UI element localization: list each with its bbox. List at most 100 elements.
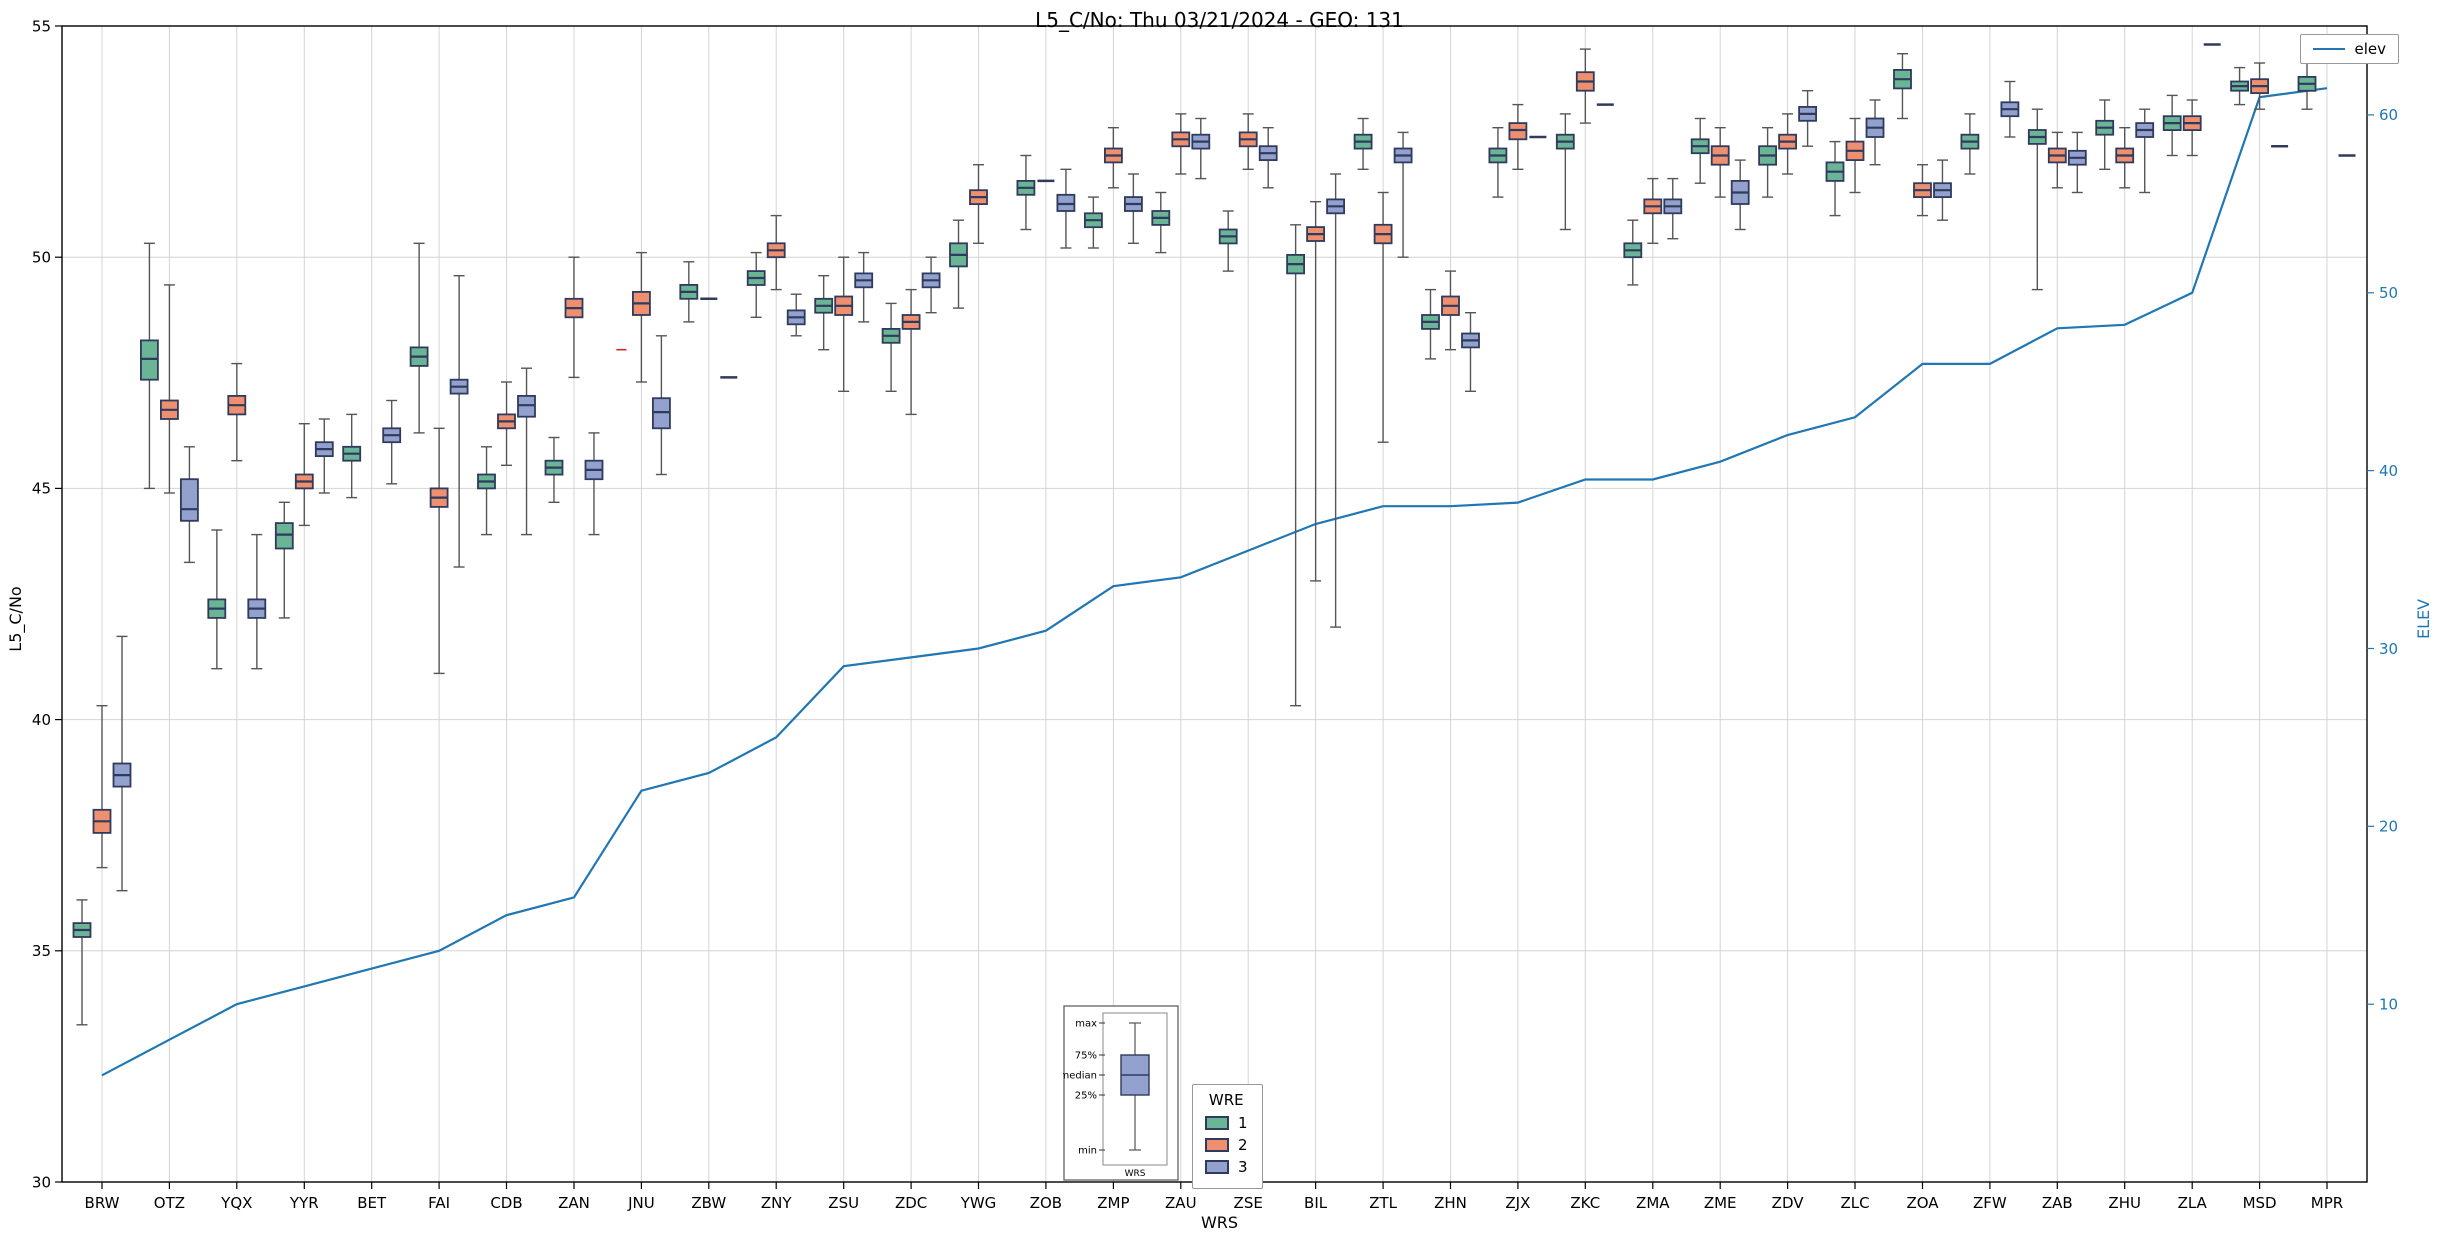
chart-title: L5_C/No: Thu 03/21/2024 - GEO: 131 (1035, 8, 1404, 32)
wre-legend: WRE 1 2 3 (1192, 1084, 1263, 1189)
inset-label-25pct: 25% (1075, 1091, 1097, 1102)
x-tick-label: ZHN (1434, 1194, 1467, 1212)
wre-legend-entry: 2 (1205, 1136, 1248, 1154)
boxplot-FAI-wre1 (409, 242, 429, 434)
boxplot-YYR-wre2 (294, 423, 314, 527)
elev-line-icon (2313, 48, 2346, 50)
boxplot-CDB-wre2 (497, 381, 516, 466)
x-tick-label: BRW (85, 1194, 120, 1212)
wre-legend-entry: 1 (1205, 1114, 1248, 1132)
x-tick-label: ZMP (1097, 1194, 1129, 1212)
x-tick-label: ZSE (1234, 1194, 1263, 1212)
wre-legend-entries: 1 2 3 (1205, 1114, 1248, 1176)
wre-legend-title: WRE (1208, 1091, 1244, 1109)
boxplot-ZSU-wre1 (814, 275, 834, 351)
inset-label-75pct: 75% (1075, 1051, 1097, 1062)
boxplot-FAI-wre2 (429, 427, 449, 675)
x-tick-label: ZME (1704, 1194, 1737, 1212)
boxplot-ZAB-wre1 (2027, 108, 2047, 291)
boxplot-ZHU-wre1 (2095, 99, 2115, 171)
x-tick-label: ZFW (1973, 1194, 2007, 1212)
y-tick-label-left: 55 (32, 17, 51, 35)
boxplot-ZSE-wre2 (1238, 113, 1258, 171)
boxplot-ZME-wre3 (1730, 159, 1750, 231)
x-tick-label: ZDV (1772, 1194, 1805, 1212)
y-tick-label-left: 40 (32, 711, 51, 729)
inset-axes (1102, 1012, 1168, 1166)
boxplot-ZOA-wre2 (1913, 163, 1932, 217)
boxplot-ZKC-wre1 (1555, 113, 1575, 231)
boxplot-ZAB-wre2 (2047, 131, 2067, 189)
boxplot-ZJX-wre2 (1508, 103, 1528, 171)
boxplot-BET-wre1 (342, 413, 362, 499)
wre-entry-label: 2 (1238, 1136, 1248, 1154)
boxplot-ZOB-wre1 (1016, 154, 1036, 231)
boxplot-ZDV-wre2 (1778, 113, 1797, 175)
boxplot-ZTL-wre2 (1373, 191, 1393, 443)
y-tick-label-right: 20 (2379, 818, 2398, 836)
boxplot-ZHN-wre1 (1421, 288, 1440, 360)
x-tick-label: ZTL (1369, 1194, 1397, 1212)
boxplot-ZDC-wre3 (921, 256, 941, 314)
y-axis-label-right: ELEV (2414, 598, 2433, 640)
y-tick-label-right: 60 (2379, 106, 2398, 124)
boxplot-BRW-wre1 (72, 899, 92, 1026)
boxplot-ZKC-wre2 (1575, 48, 1595, 124)
y-tick-label-left: 45 (32, 480, 51, 498)
boxplot-BRW-wre3 (112, 635, 132, 892)
boxplot-YWG-wre2 (969, 163, 988, 245)
boxplot-MSD-wre2 (2250, 62, 2270, 110)
boxplot-ZNY-wre2 (766, 214, 786, 291)
x-tick-label: ZOB (1030, 1194, 1062, 1212)
elev-legend-label: elev (2354, 40, 2386, 58)
boxplot-CDB-wre1 (477, 446, 496, 536)
boxplot-ZLC-wre3 (1865, 99, 1885, 166)
wre-entry-label: 3 (1238, 1158, 1248, 1176)
wre-entry-label: 1 (1238, 1114, 1248, 1132)
boxplot-ZTL-wre1 (1353, 117, 1373, 171)
x-tick-label: OTZ (154, 1194, 185, 1212)
boxplot-key-inset: max 75% median 25% min WRS (1063, 1005, 1179, 1181)
boxplot-ZHN-wre2 (1441, 270, 1460, 351)
x-tick-label: YYR (289, 1194, 319, 1212)
boxplot-BET-wre3 (382, 399, 402, 485)
x-tick-label: YQX (220, 1194, 252, 1212)
boxplot-BIL-wre2 (1306, 200, 1325, 582)
boxplot-ZMA-wre3 (1663, 177, 1683, 240)
boxplot-ZMA-wre1 (1623, 219, 1643, 286)
x-tick-label: ZHU (2108, 1194, 2141, 1212)
boxplot-ZAB-wre3 (2067, 131, 2087, 194)
x-tick-label: ZBW (691, 1194, 726, 1212)
x-tick-label: YWG (960, 1194, 997, 1212)
boxplot-ZDV-wre3 (1798, 89, 1817, 147)
x-tick-label: ZOA (1906, 1194, 1939, 1212)
boxplot-FAI-wre3 (449, 275, 469, 568)
x-tick-label: MSD (2243, 1194, 2277, 1212)
y-tick-label-left: 35 (32, 942, 51, 960)
x-tick-label: ZLC (1840, 1194, 1869, 1212)
x-tick-label: ZAU (1165, 1194, 1197, 1212)
wre-swatch-3 (1205, 1160, 1229, 1174)
y-tick-label-right: 40 (2379, 462, 2398, 480)
x-tick-label: ZNY (761, 1194, 792, 1212)
boxplot-BRW-wre2 (92, 705, 112, 869)
y-tick-label-right: 30 (2379, 640, 2398, 658)
x-tick-label: ZDC (895, 1194, 927, 1212)
boxplot-ZJX-wre1 (1488, 126, 1508, 198)
x-tick-label: CDB (490, 1194, 522, 1212)
boxplot-ZNY-wre3 (786, 293, 806, 337)
boxplot-ZDC-wre2 (901, 288, 921, 416)
boxplot-ZDV-wre1 (1758, 126, 1777, 198)
boxplot-ZOA-wre3 (1933, 159, 1952, 221)
boxplot-MPR-wre1 (2297, 57, 2317, 110)
boxplot-MSD-wre1 (2230, 66, 2250, 106)
plot-border (61, 25, 2368, 1183)
boxplot-YYR-wre1 (274, 501, 294, 619)
x-tick-label: ZLA (2178, 1194, 2208, 1212)
boxplot-ZME-wre1 (1690, 117, 1710, 184)
boxplot-ZMP-wre1 (1084, 196, 1103, 249)
boxplot-ZAU-wre1 (1151, 191, 1171, 254)
boxplot-YQX-wre3 (247, 533, 267, 670)
x-tick-label: JNU (627, 1194, 655, 1212)
